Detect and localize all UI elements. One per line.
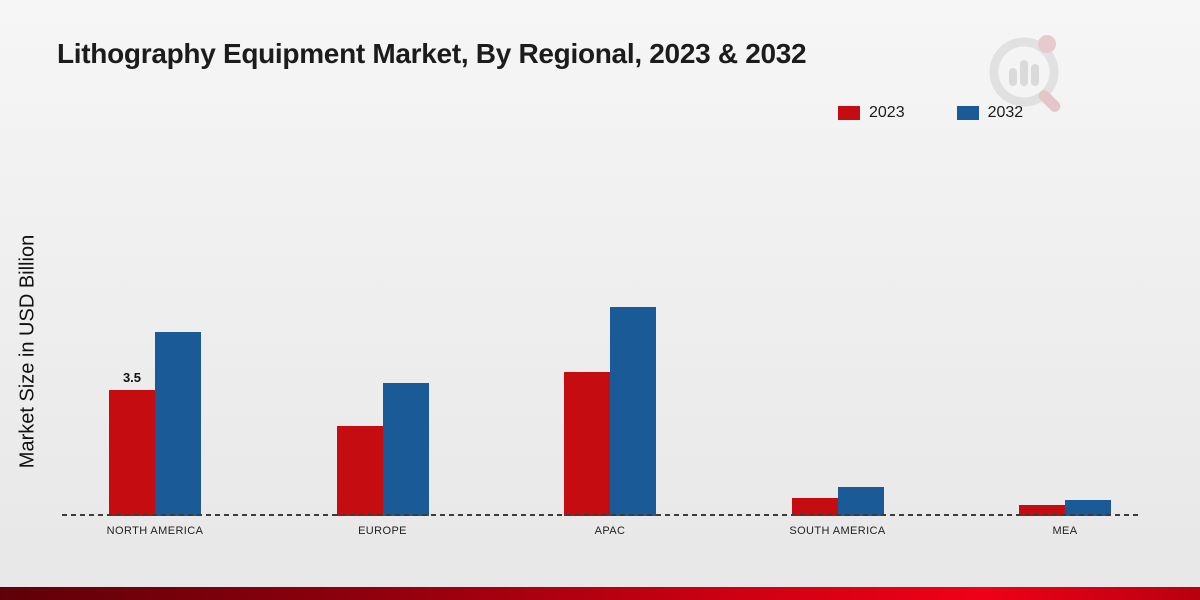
bar-apac-2023 [564,372,610,516]
bar-south-america-2032 [837,487,884,516]
brand-logo-icon [989,35,1061,112]
bar-europe-2032 [382,383,429,516]
legend-swatch-2023 [838,106,860,120]
legend-item-2032: 2032 [956,104,1024,122]
x-axis-label-apac: APAC [594,525,626,537]
legend-label-2032: 2032 [987,104,1024,121]
bar-europe-2023 [336,426,383,516]
legend-item-2023: 2023 [838,104,905,122]
x-axis-label-north-america: NORTH AMERICA [106,525,204,537]
x-axis-baseline [62,514,1142,516]
bar-north-america-2023 [109,390,155,516]
legend-label-2023: 2023 [869,104,905,121]
chart-legend: 2023 2032 [838,104,1065,122]
x-axis-label-europe: EUROPE [358,525,407,537]
bar-south-america-2023 [791,498,838,516]
footer-red-strip [0,587,1200,600]
bar-north-america-2032 [155,332,201,516]
chart-title: Lithography Equipment Market, By Regiona… [57,38,807,69]
bar-value-label: 3.5 [122,370,142,385]
bar-mea-2023 [1019,505,1065,516]
bar-apac-2032 [610,307,656,516]
legend-swatch-2032 [956,106,979,120]
bar-mea-2032 [1065,500,1111,516]
x-axis-label-mea: MEA [1052,525,1078,537]
x-axis-label-south-america: SOUTH AMERICA [789,525,886,537]
